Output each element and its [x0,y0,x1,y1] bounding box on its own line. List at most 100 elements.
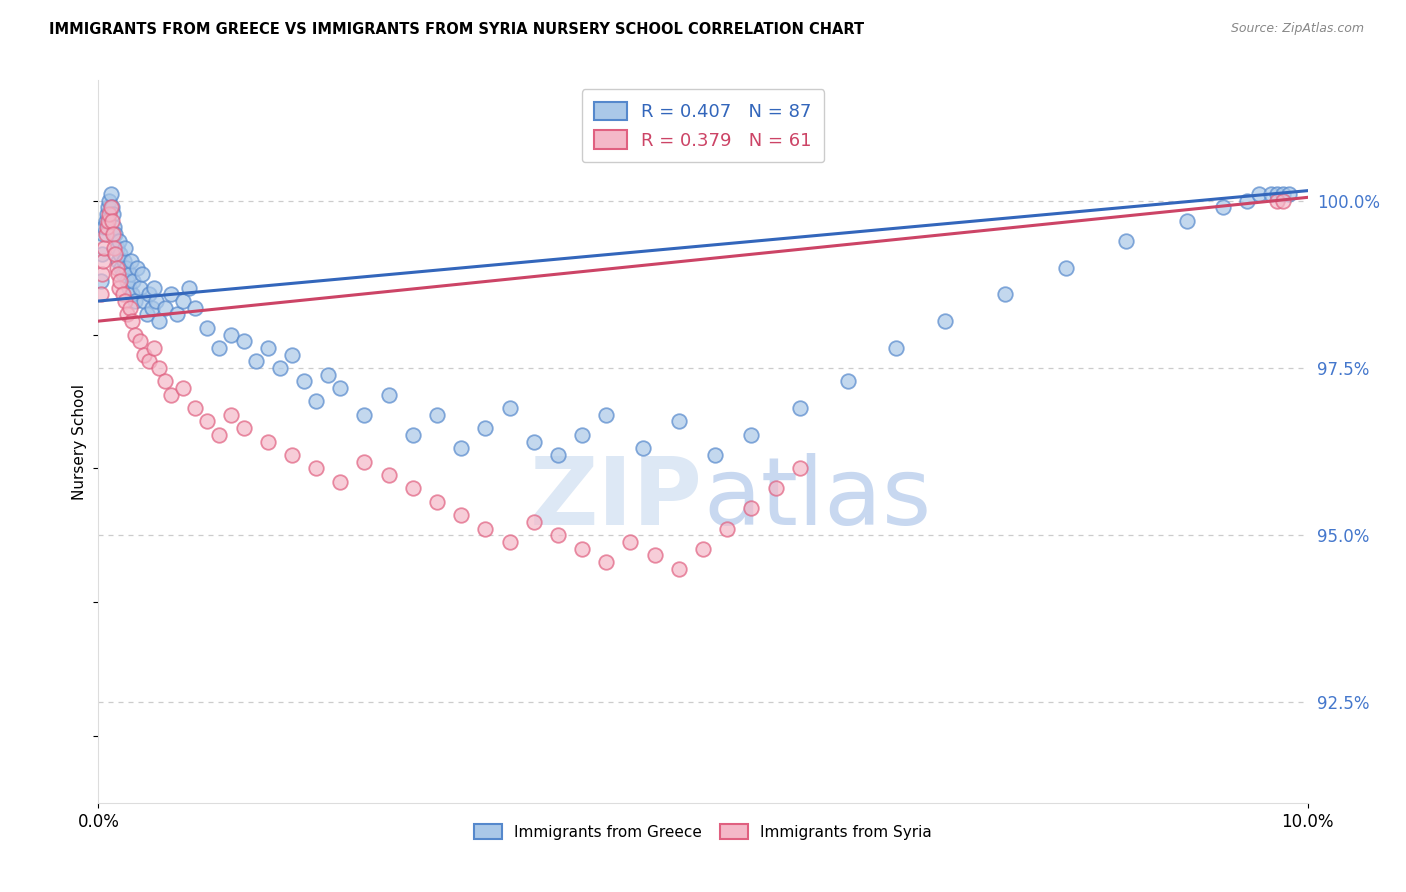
Point [571,541,593,556]
Point [105,240,128,254]
Point [134,293,156,308]
Point [789,401,811,415]
Point [111,287,134,301]
Point [114,240,136,254]
Point [195,321,218,335]
Point [143,341,166,355]
Point [124,327,146,342]
Point [619,534,641,549]
Point [121,314,143,328]
Point [837,374,859,388]
Point [108,247,131,261]
Point [184,401,207,415]
Point [523,434,546,449]
Point [98,207,121,221]
Point [353,454,375,468]
Point [104,247,127,261]
Point [547,448,569,462]
Point [498,401,520,415]
Point [100,200,122,214]
Point [994,287,1017,301]
Point [111,267,134,281]
Point [138,354,160,368]
Point [141,301,163,315]
Point [740,501,762,516]
Point [127,260,149,275]
Point [426,408,449,422]
Point [108,280,131,294]
Point [90,287,112,301]
Point [426,494,449,508]
Point [107,267,129,281]
Point [91,247,114,261]
Point [97,213,120,227]
Point [101,227,124,241]
Point [105,260,128,275]
Text: IMMIGRANTS FROM GREECE VS IMMIGRANTS FROM SYRIA NURSERY SCHOOL CORRELATION CHART: IMMIGRANTS FROM GREECE VS IMMIGRANTS FRO… [49,22,865,37]
Point [148,360,170,375]
Point [91,227,114,241]
Point [789,461,811,475]
Point [450,441,472,455]
Point [91,267,114,281]
Point [107,253,129,268]
Point [131,267,153,281]
Point [269,360,291,375]
Point [101,207,124,221]
Point [118,267,141,281]
Text: atlas: atlas [703,453,931,545]
Point [329,381,352,395]
Point [153,301,176,315]
Point [1054,260,1077,275]
Point [474,522,496,536]
Point [98,194,121,208]
Point [104,227,127,241]
Point [595,555,617,569]
Point [124,293,146,308]
Point [122,274,145,288]
Point [1260,187,1282,202]
Text: Source: ZipAtlas.com: Source: ZipAtlas.com [1230,22,1364,36]
Point [121,287,143,301]
Point [402,427,425,442]
Point [1236,194,1258,208]
Point [245,354,267,368]
Point [103,240,125,254]
Point [195,414,218,428]
Point [110,260,132,275]
Point [117,274,139,288]
Point [281,347,304,361]
Point [704,448,727,462]
Point [97,200,120,214]
Point [90,274,112,288]
Point [668,414,690,428]
Point [1278,187,1301,202]
Point [1249,187,1271,202]
Point [153,374,176,388]
Point [668,561,690,575]
Point [316,368,339,382]
Point [1115,234,1137,248]
Point [547,528,569,542]
Point [172,293,194,308]
Point [595,408,617,422]
Point [232,421,254,435]
Point [329,475,352,489]
Point [765,481,787,495]
Point [100,187,122,202]
Point [1175,213,1198,227]
Point [716,522,738,536]
Point [103,220,125,235]
Point [114,293,136,308]
Point [402,481,425,495]
Point [523,515,546,529]
Point [305,461,328,475]
Point [1272,187,1295,202]
Point [208,341,231,355]
Point [100,213,122,227]
Point [353,408,375,422]
Point [160,287,183,301]
Point [96,220,118,235]
Point [221,327,243,342]
Point [94,227,117,241]
